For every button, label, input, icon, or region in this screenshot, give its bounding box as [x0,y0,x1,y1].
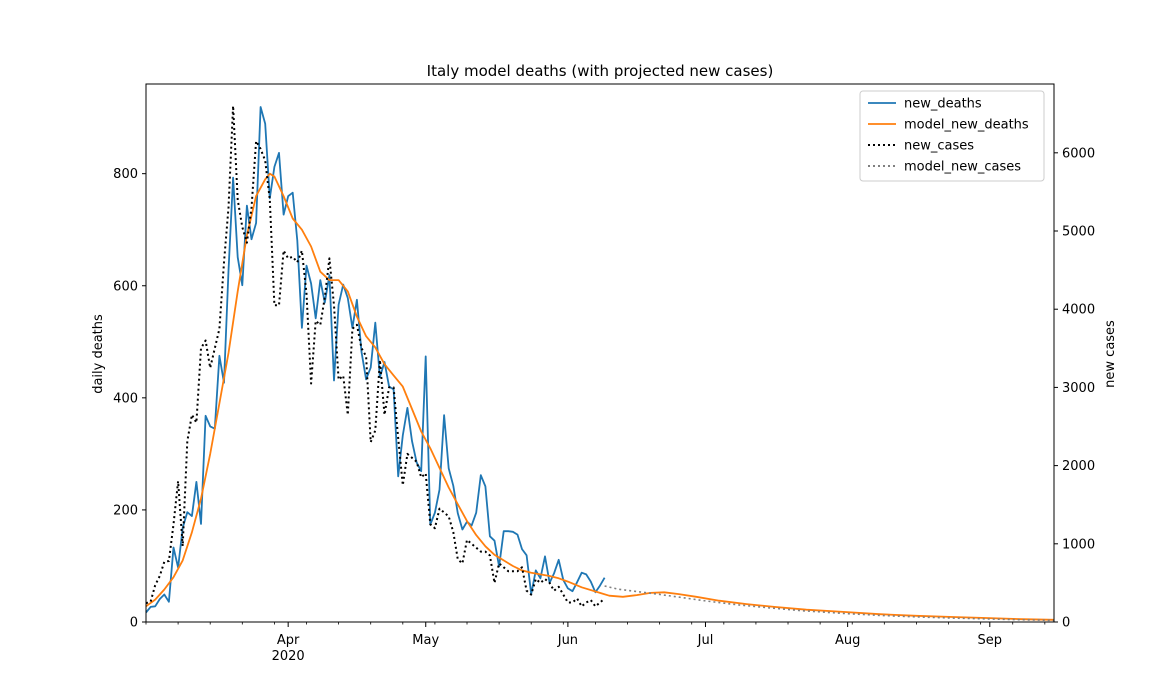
y2-tick-label: 5000 [1062,225,1095,240]
y2-tick-label: 3000 [1062,381,1095,396]
y-axis-label: daily deaths [91,314,106,394]
axes-frame [145,83,1055,623]
chart-title: Italy model deaths (with projected new c… [427,62,774,80]
legend-label-model-new-deaths: model_new_deaths [904,118,1029,133]
series-line-new-deaths [145,106,606,614]
y-tick-label: 200 [113,503,138,518]
y2-axis-label: new cases [1103,320,1118,388]
legend-label-new-deaths: new_deaths [904,97,982,112]
x-tick-sublabel: 2020 [272,649,305,664]
y2-tick-label: 2000 [1062,459,1095,474]
y2-tick-label: 0 [1062,616,1070,631]
y2-tick-label: 6000 [1062,146,1095,161]
series-layer [145,104,1055,622]
y-tick-label: 0 [130,616,138,631]
y-tick-label: 600 [113,279,138,294]
x-tick-label: May [412,633,439,648]
series-line-model-new-cases [604,585,1055,622]
x-tick-label: Jul [697,633,714,648]
legend-label-model-new-cases: model_new_cases [904,160,1021,175]
legend-box [859,90,1045,182]
series-line-model-new-deaths [145,172,1055,621]
y-tick-label: 800 [113,167,138,182]
axes-layer: 0 200 400 600 800 0 1000 2000 3000 4000 5000 6000 Ap… [113,83,1095,664]
y2-tick-label: 1000 [1062,537,1095,552]
y2-tick-label: 4000 [1062,303,1095,318]
x-tick-label: Apr [277,633,300,648]
x-tick-label: Jun [557,633,578,648]
y-tick-label: 400 [113,391,138,406]
x-tick-label: Sep [978,633,1003,648]
legend-label-new-cases: new_cases [904,139,974,154]
legend: new_deaths model_new_deaths new_casesmodel… [859,90,1045,182]
x-tick-label: Aug [835,633,860,648]
